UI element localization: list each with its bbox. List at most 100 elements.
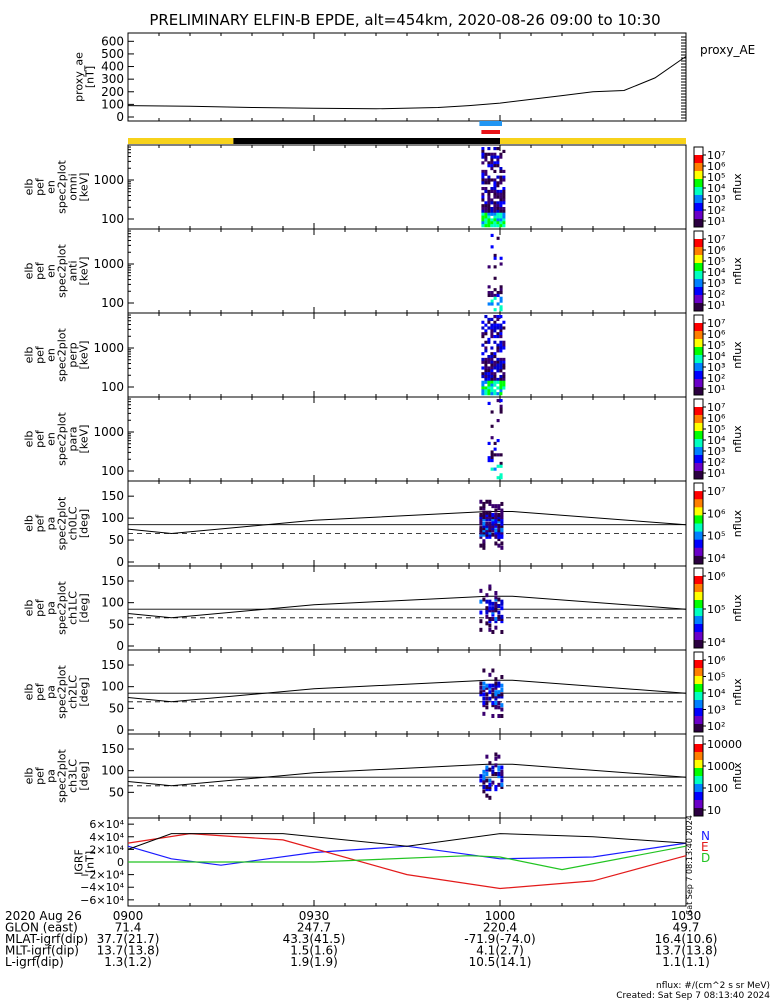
- pa-cell: [497, 765, 501, 770]
- spec-cell: [481, 187, 485, 191]
- pa-cell: [494, 530, 498, 535]
- spec-cell: [487, 355, 491, 359]
- pa-ylabel-line: pef: [34, 766, 47, 785]
- pa-frame: [127, 733, 687, 819]
- spec-cell: [487, 178, 491, 182]
- spec-ylabel-line: [keV]: [78, 257, 91, 286]
- pa-cell: [497, 532, 501, 537]
- spec-cell: [493, 296, 497, 300]
- pa-cell: [497, 528, 501, 533]
- pa-colorbar-segment: [694, 507, 703, 516]
- spec-cell: [484, 172, 488, 176]
- spec-cell: [487, 459, 491, 463]
- spec-cell: [496, 335, 500, 339]
- spec-cell: [493, 215, 497, 219]
- pa-cell: [497, 537, 501, 542]
- spec-cell: [496, 293, 500, 298]
- pa-cell: [494, 625, 498, 630]
- spec-colorbar-segment: [694, 211, 703, 220]
- spec-cell: [499, 329, 503, 333]
- pa-cell: [497, 597, 501, 602]
- spec-cell: [481, 357, 485, 362]
- spec-colorbar-label: nflux: [731, 341, 744, 369]
- spec-cell: [502, 201, 506, 205]
- pa-cell: [494, 685, 498, 690]
- pa-cell: [482, 532, 486, 537]
- pa-cell: [491, 714, 495, 718]
- spec-cell: [499, 386, 503, 390]
- spec-cell: [484, 189, 488, 194]
- pa-cell: [500, 532, 504, 537]
- igrf-y-tick-label: −6×10⁴: [80, 894, 124, 907]
- spec-cell: [493, 161, 497, 165]
- pa-cell: [491, 528, 495, 533]
- spec-cell: [502, 189, 506, 194]
- pa-cell: [494, 752, 498, 757]
- spec-cell: [499, 315, 503, 319]
- pa-cell: [500, 519, 504, 524]
- spec-cell: [484, 363, 488, 367]
- pa-cell: [500, 675, 504, 679]
- spec-colorbar-segment: [694, 399, 703, 408]
- spec-cell: [502, 209, 506, 214]
- footer-value: 0930: [299, 909, 330, 923]
- pa-cell: [497, 767, 501, 772]
- spec-colorbar-segment: [694, 279, 703, 288]
- spec-cell: [484, 386, 488, 390]
- spec-cell: [487, 195, 491, 199]
- pa-cell: [482, 528, 486, 533]
- spec-cell: [502, 169, 506, 174]
- spec-cell: [502, 326, 506, 330]
- pa-cell: [479, 506, 483, 511]
- proxy-y-tick-label: 100: [101, 97, 124, 111]
- footer-row-label: MLT-igrf(dip): [5, 944, 79, 958]
- pa-cell: [500, 683, 504, 688]
- pa-cell: [494, 681, 498, 686]
- spec-colorbar-segment: [694, 231, 703, 240]
- spec-cell: [493, 181, 497, 185]
- pa-cell: [479, 515, 483, 520]
- pa-cell: [482, 778, 486, 783]
- pa-colorbar-segment: [694, 784, 703, 793]
- pa-cell: [491, 610, 495, 615]
- pa-cell: [500, 606, 504, 611]
- pa-cell: [497, 526, 501, 531]
- spec-cell: [499, 383, 503, 387]
- spec-cell: [493, 189, 497, 194]
- spec-colorbar-tick-label: 10⁷: [707, 233, 725, 246]
- pa-colorbar-segment: [694, 792, 703, 801]
- spec-cell: [493, 209, 497, 214]
- pa-cell: [491, 630, 495, 634]
- spec-y-tick-label: 1000: [93, 257, 124, 271]
- igrf-N-line: [127, 842, 687, 866]
- spec-cell: [493, 169, 497, 174]
- pa-cell: [497, 774, 501, 779]
- pa-cell: [488, 608, 492, 613]
- spec-cell: [493, 320, 497, 324]
- pa-cell: [485, 499, 489, 504]
- spec-colorbar-segment: [694, 355, 703, 364]
- igrf-y-tick-label: −4×10⁴: [80, 881, 124, 894]
- igrf-D-line: [128, 845, 687, 871]
- pa-colorbar-segment: [694, 692, 703, 701]
- spec-colorbar-tick-label: 10⁷: [707, 149, 725, 162]
- pa-cell: [497, 512, 501, 517]
- pa-cell: [485, 785, 489, 789]
- pa-colorbar-segment: [694, 760, 703, 769]
- spec-cell: [502, 221, 506, 225]
- spec-cell: [484, 221, 488, 225]
- pa-cell: [482, 517, 486, 522]
- spec-cell: [490, 352, 494, 356]
- pa-cell: [494, 683, 498, 688]
- pa-cell: [500, 765, 504, 770]
- pa-cell: [491, 515, 495, 520]
- pa-colorbar-segment: [694, 515, 703, 524]
- spec-colorbar-segment: [694, 155, 703, 164]
- spec-cell: [484, 366, 488, 370]
- pa-colorbar-tick-label: 10⁴: [707, 687, 726, 700]
- spec-cell: [496, 419, 500, 423]
- energy-spectrogram-panels: 1000100elbpefenspec2plotomni[keV]10⁷10⁶1…: [23, 144, 744, 482]
- spec-cell: [481, 366, 485, 370]
- spec-ylabel-line: en: [45, 180, 58, 194]
